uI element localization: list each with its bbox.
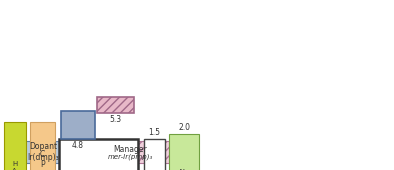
Bar	[91, 141, 169, 163]
Text: H
A
T
C
N: H A T C N	[12, 161, 17, 170]
Bar	[169, 134, 199, 170]
Bar	[4, 122, 26, 170]
Text: 4.8: 4.8	[72, 141, 84, 150]
Bar	[97, 97, 134, 113]
Text: Alq
3: Alq 3	[177, 169, 191, 170]
Bar	[61, 110, 95, 139]
Text: Dopant
Ir(dmp)₃: Dopant Ir(dmp)₃	[28, 142, 59, 162]
Bar	[30, 122, 55, 170]
Bar	[144, 139, 165, 170]
Text: 5.3: 5.3	[109, 115, 121, 124]
Bar	[59, 139, 138, 170]
Text: mer-Ir(pmp)₃: mer-Ir(pmp)₃	[108, 154, 152, 160]
Text: Manager: Manager	[113, 145, 147, 154]
Bar	[8, 141, 79, 163]
Text: 1.5: 1.5	[149, 128, 161, 137]
Text: 2.0: 2.0	[178, 123, 190, 132]
Text: C
P
D: C P D	[39, 150, 45, 170]
